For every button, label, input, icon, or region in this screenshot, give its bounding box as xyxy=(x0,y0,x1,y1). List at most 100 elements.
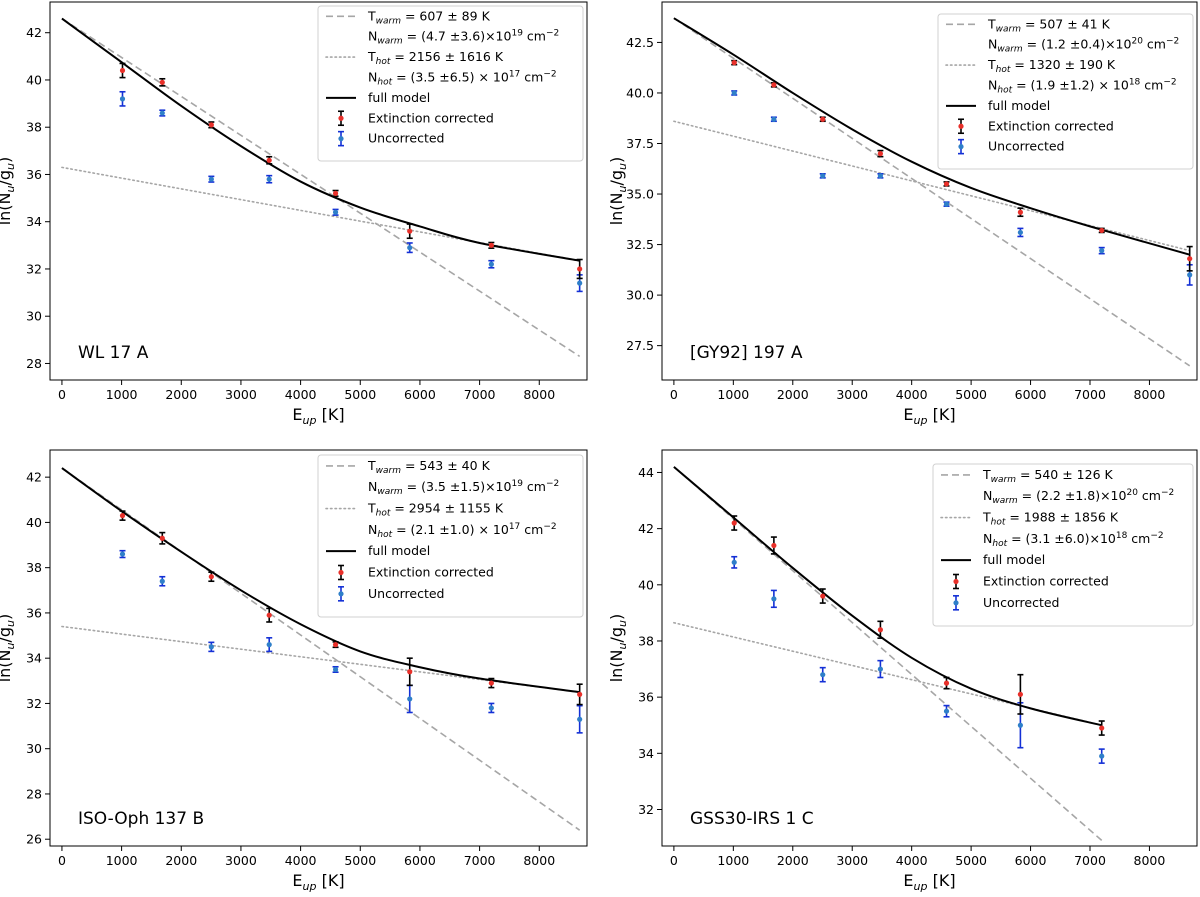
legend-sub: hot xyxy=(376,57,391,67)
panel-label: WL 17 A xyxy=(78,343,149,363)
y-axis-label-end: ) xyxy=(607,157,626,163)
legend-text: T xyxy=(367,501,376,516)
legend-warm-column-density: Nwarm = (1.2 ±0.4)×1020 cm−2 xyxy=(988,37,1179,55)
y-axis-label-sub: u xyxy=(4,642,17,649)
uncorrected-point xyxy=(406,684,413,714)
legend-text: = 1988 ± 1856 K xyxy=(1005,510,1118,525)
legend-text: N xyxy=(368,29,377,44)
y-tick-label: 36 xyxy=(26,167,42,182)
y-tick-label: 34 xyxy=(26,214,42,229)
legend-text: = (1.2 ±0.4)×10 xyxy=(1023,37,1132,52)
corrected-point xyxy=(1017,207,1024,218)
y-axis-label-main: ln(N xyxy=(607,649,626,682)
warm-component-line xyxy=(673,17,1191,367)
legend-warm-column-density: Nwarm = (4.7 ±3.6)×1019 cm−2 xyxy=(368,29,559,47)
uncorrected-point xyxy=(731,90,738,96)
x-tick-label: 1000 xyxy=(106,387,138,402)
axes-frame xyxy=(49,449,588,847)
legend-sup: −2 xyxy=(1166,37,1179,47)
legend-uncorrected-swatch xyxy=(338,130,344,147)
y-tick-label: 38 xyxy=(638,633,654,648)
x-tick-label: 1000 xyxy=(717,853,749,868)
x-axis-label-main: E xyxy=(292,405,302,424)
panel-label: GSS30-IRS 1 C xyxy=(690,809,814,829)
legend-text: cm xyxy=(520,69,543,84)
y-tick-label: 38 xyxy=(26,120,42,135)
x-tick-label: 2000 xyxy=(777,387,809,402)
y-axis-label-sub: u xyxy=(616,642,629,649)
y-axis-label-mid: /g xyxy=(607,627,626,643)
legend-uncorrected-label: Uncorrected xyxy=(368,131,444,146)
legend: Twarm = 507 ± 41 K Nwarm = (1.2 ±0.4)×102… xyxy=(937,13,1194,170)
y-tick-label: 35.0 xyxy=(626,187,654,202)
legend-text: N xyxy=(368,522,377,537)
y-tick-label: 32 xyxy=(26,696,42,711)
legend-sup: −2 xyxy=(1161,488,1174,498)
x-axis-label-sub: up xyxy=(303,414,317,427)
legend-sub: warm xyxy=(997,45,1023,55)
y-axis-label-sub: u xyxy=(616,185,629,192)
y-tick-label: 40.0 xyxy=(626,85,654,100)
y-tick-label: 32 xyxy=(26,261,42,276)
legend-warm-temperature: Twarm = 507 ± 41 K xyxy=(987,16,1111,34)
uncorrected-point xyxy=(877,173,884,179)
legend-sup: 18 xyxy=(1129,77,1141,87)
x-tick-label: 4000 xyxy=(285,853,317,868)
hot-component-line xyxy=(61,625,581,693)
x-tick-label: 2000 xyxy=(165,853,197,868)
warm-component-line xyxy=(61,17,581,358)
plot-area xyxy=(61,17,583,358)
x-tick-label: 1000 xyxy=(717,387,749,402)
y-tick-label: 36 xyxy=(26,605,42,620)
y-axis-label: ln(Nu/gu) xyxy=(607,157,629,226)
legend-text: cm xyxy=(523,479,546,494)
x-axis-label-sub: up xyxy=(914,414,928,427)
x-tick-label: 5000 xyxy=(344,387,376,402)
legend-text: T xyxy=(367,458,376,473)
legend-text: = 507 ± 41 K xyxy=(1021,16,1111,31)
legend-hot-column-density: Nhot = (3.5 ±6.5) × 1017 cm−2 xyxy=(368,69,557,87)
legend-sup: 20 xyxy=(1131,37,1143,47)
x-axis-label-main: E xyxy=(292,871,302,890)
legend-text: = 540 ± 126 K xyxy=(1016,467,1114,482)
x-tick-label: 5000 xyxy=(955,853,987,868)
panel-4: 0 1000 2000 3000 4000 5000 6000 7000 8000 32 34 36 3… xyxy=(607,449,1198,893)
legend-text: N xyxy=(988,77,997,92)
legend-text: T xyxy=(367,8,376,23)
legend-sup: −2 xyxy=(1163,77,1176,87)
legend-full-model-label: full model xyxy=(988,98,1050,113)
uncorrected-point xyxy=(770,116,777,123)
y-tick-label: 32.5 xyxy=(626,237,654,252)
x-axis-label-unit: [K] xyxy=(928,405,956,424)
legend: Twarm = 540 ± 126 K Nwarm = (2.2 ±1.8)×10… xyxy=(932,463,1194,627)
x-tick-label: 6000 xyxy=(404,387,436,402)
uncorrected-point xyxy=(488,702,495,714)
y-tick-label: 42 xyxy=(26,470,42,485)
legend-corrected-label: Extinction corrected xyxy=(368,110,494,125)
corrected-point xyxy=(488,241,495,249)
legend-sub: hot xyxy=(997,85,1012,95)
x-tick-label: 0 xyxy=(670,387,678,402)
x-tick-label: 6000 xyxy=(404,853,436,868)
y-axis-label: ln(Nu/gu) xyxy=(0,614,17,683)
legend-sub: warm xyxy=(996,24,1022,34)
x-axis-label-main: E xyxy=(903,405,913,424)
legend-sub: hot xyxy=(991,518,1006,528)
axes-frame xyxy=(49,1,588,381)
legend-corrected-label: Extinction corrected xyxy=(988,118,1114,133)
uncorrected-point xyxy=(208,641,215,653)
legend-text: = 543 ± 40 K xyxy=(401,458,491,473)
corrected-point xyxy=(406,223,413,240)
legend-sub: hot xyxy=(377,77,392,87)
legend-corrected-swatch xyxy=(338,110,344,127)
legend-full-model-label: full model xyxy=(368,90,430,105)
y-tick-label: 28 xyxy=(26,356,42,371)
y-axis-label-main: ln(N xyxy=(0,192,14,225)
y-tick-label: 42.5 xyxy=(626,35,654,50)
legend-hot-temperature: Thot = 1320 ± 190 K xyxy=(987,57,1116,75)
panel-label: ISO-Oph 137 B xyxy=(78,809,204,829)
y-axis-label: ln(Nu/gu) xyxy=(0,157,17,226)
corrected-point xyxy=(488,677,495,689)
x-tick-label: 4000 xyxy=(285,387,317,402)
